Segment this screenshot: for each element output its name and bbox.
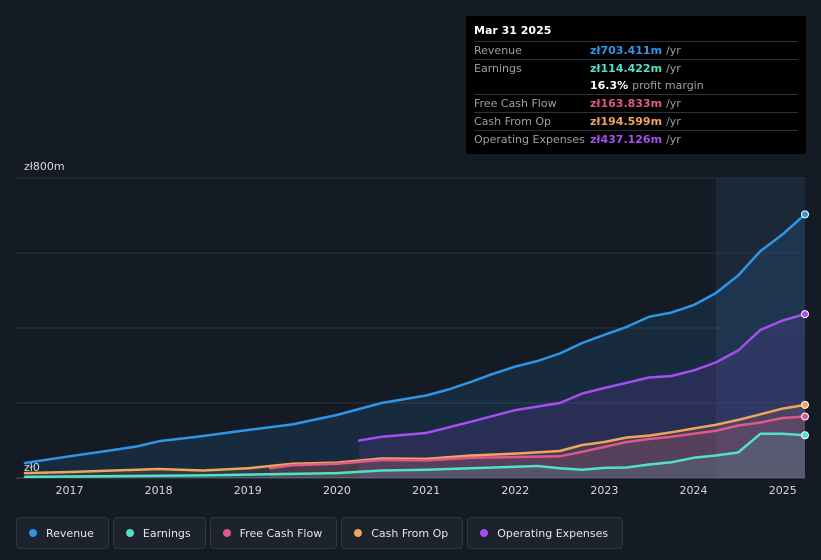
y-axis-label: zł0 — [24, 461, 40, 474]
tooltip-value: zł114.422m — [590, 62, 663, 75]
chart: zł800m zł0 2017 2018 2019 2020 2021 2022 2023 202… — [16, 160, 809, 497]
tooltip-row-revenue: Revenue zł703.411m /yr — [474, 41, 798, 59]
tooltip-value: 16.3% — [590, 79, 629, 92]
tooltip-date: Mar 31 2025 — [474, 24, 552, 37]
series-line-free-cash-flow — [268, 415, 807, 470]
tooltip-row-earnings: Earnings zł114.422m /yr — [474, 59, 798, 77]
x-tick-label: 2024 — [680, 484, 708, 497]
series-area-operating-expenses — [359, 314, 805, 478]
tooltip-value: zł194.599m — [590, 115, 663, 128]
series-end-marker — [801, 400, 809, 409]
legend-dot-icon — [29, 529, 37, 537]
x-tick-label: 2017 — [55, 484, 83, 497]
series-line-earnings — [23, 432, 807, 479]
legend-label: Earnings — [142, 526, 191, 540]
series-end-marker — [801, 412, 809, 421]
tooltip-label: Operating Expenses — [474, 133, 585, 146]
legend-item-cash-from-op[interactable]: Cash From Op — [341, 517, 464, 549]
legend-dot-icon — [125, 529, 134, 537]
series-area-cash-from-op — [24, 404, 805, 478]
tooltip-label: Earnings — [474, 62, 522, 75]
chart-legend: Revenue Earnings Free Cash Flow Cash Fro… — [16, 517, 624, 549]
legend-item-earnings[interactable]: Earnings — [112, 517, 206, 549]
series-area-revenue — [24, 214, 805, 478]
legend-label: Operating Expenses — [497, 526, 609, 540]
series-line-cash-from-op — [23, 403, 807, 475]
data-tooltip: Mar 31 2025 Revenue zł703.411m /yr Earni… — [466, 16, 806, 154]
x-tick-label: 2020 — [323, 484, 351, 497]
y-axis-label: zł800m — [24, 160, 65, 173]
series-end-marker — [801, 431, 809, 440]
x-tick-label: 2021 — [412, 484, 440, 497]
tooltip-unit: /yr — [666, 62, 681, 75]
tooltip-value: zł437.126m — [590, 133, 663, 146]
series-line-operating-expenses — [357, 312, 807, 442]
legend-dot-icon — [354, 529, 363, 537]
tooltip-row-profit-margin: 16.3% profit margin — [474, 77, 798, 94]
tooltip-value: zł703.411m — [590, 44, 663, 57]
x-tick-label: 2023 — [590, 484, 618, 497]
legend-item-free-cash-flow[interactable]: Free Cash Flow — [209, 517, 338, 549]
tooltip-value: zł163.833m — [590, 97, 663, 110]
legend-item-revenue[interactable]: Revenue — [16, 517, 109, 549]
tooltip-row-cash-from-op: Cash From Op zł194.599m /yr — [474, 112, 798, 130]
tooltip-unit: /yr — [666, 133, 681, 146]
tooltip-unit: /yr — [666, 44, 681, 57]
tooltip-label: Cash From Op — [474, 115, 552, 128]
legend-label: Revenue — [46, 526, 94, 540]
tooltip-label: Free Cash Flow — [474, 97, 557, 110]
tooltip-unit: /yr — [666, 115, 681, 128]
tooltip-unit: profit margin — [632, 79, 704, 92]
legend-label: Cash From Op — [371, 526, 449, 540]
tooltip-unit: /yr — [666, 97, 681, 110]
legend-label: Free Cash Flow — [239, 526, 323, 540]
tooltip-label — [474, 77, 590, 94]
legend-dot-icon — [222, 529, 231, 537]
series-area-earnings — [24, 433, 805, 478]
x-tick-label: 2019 — [234, 484, 262, 497]
legend-dot-icon — [480, 529, 489, 537]
tooltip-row-operating-expenses: Operating Expenses zł437.126m /yr — [474, 130, 798, 148]
legend-item-operating-expenses[interactable]: Operating Expenses — [467, 517, 624, 549]
series-end-marker — [801, 310, 809, 319]
series-line-revenue — [23, 213, 807, 465]
tooltip-row-free-cash-flow: Free Cash Flow zł163.833m /yr — [474, 94, 798, 112]
x-tick-label: 2022 — [501, 484, 529, 497]
series-end-marker — [801, 210, 809, 219]
tooltip-label: Revenue — [474, 44, 522, 57]
x-tick-label: 2018 — [145, 484, 173, 497]
x-tick-label: 2025 — [769, 484, 797, 497]
